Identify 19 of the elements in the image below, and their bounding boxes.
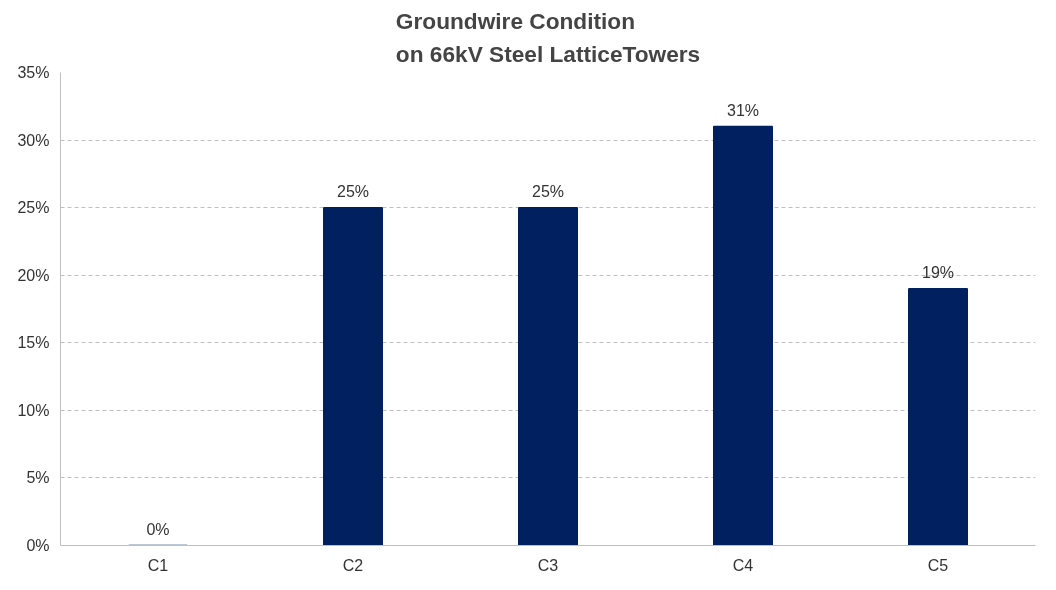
- x-tick-label: C5: [927, 556, 949, 574]
- data-label: 31%: [726, 101, 760, 119]
- y-tick-label: 5%: [26, 469, 50, 487]
- y-tick-label: 10%: [17, 401, 50, 419]
- data-label: 25%: [531, 182, 565, 200]
- data-label: 19%: [921, 263, 955, 281]
- chart-title: Groundwire Condition on 66kV Steel LatticeTowers: [395, 7, 701, 68]
- y-tick-label: 15%: [17, 334, 50, 352]
- x-tick-label: C2: [342, 556, 364, 574]
- y-tick-label: 35%: [17, 64, 50, 81]
- y-tick-label: 20%: [17, 266, 50, 284]
- x-tick-label: C4: [732, 556, 754, 574]
- data-label: 25%: [336, 182, 370, 200]
- x-tick-label: C3: [537, 556, 559, 574]
- x-tick-label: C1: [147, 556, 169, 574]
- y-tick-label: 30%: [17, 131, 50, 149]
- y-tick-label: 25%: [17, 199, 50, 217]
- data-label: 0%: [146, 520, 170, 538]
- y-tick-label: 0%: [26, 537, 50, 554]
